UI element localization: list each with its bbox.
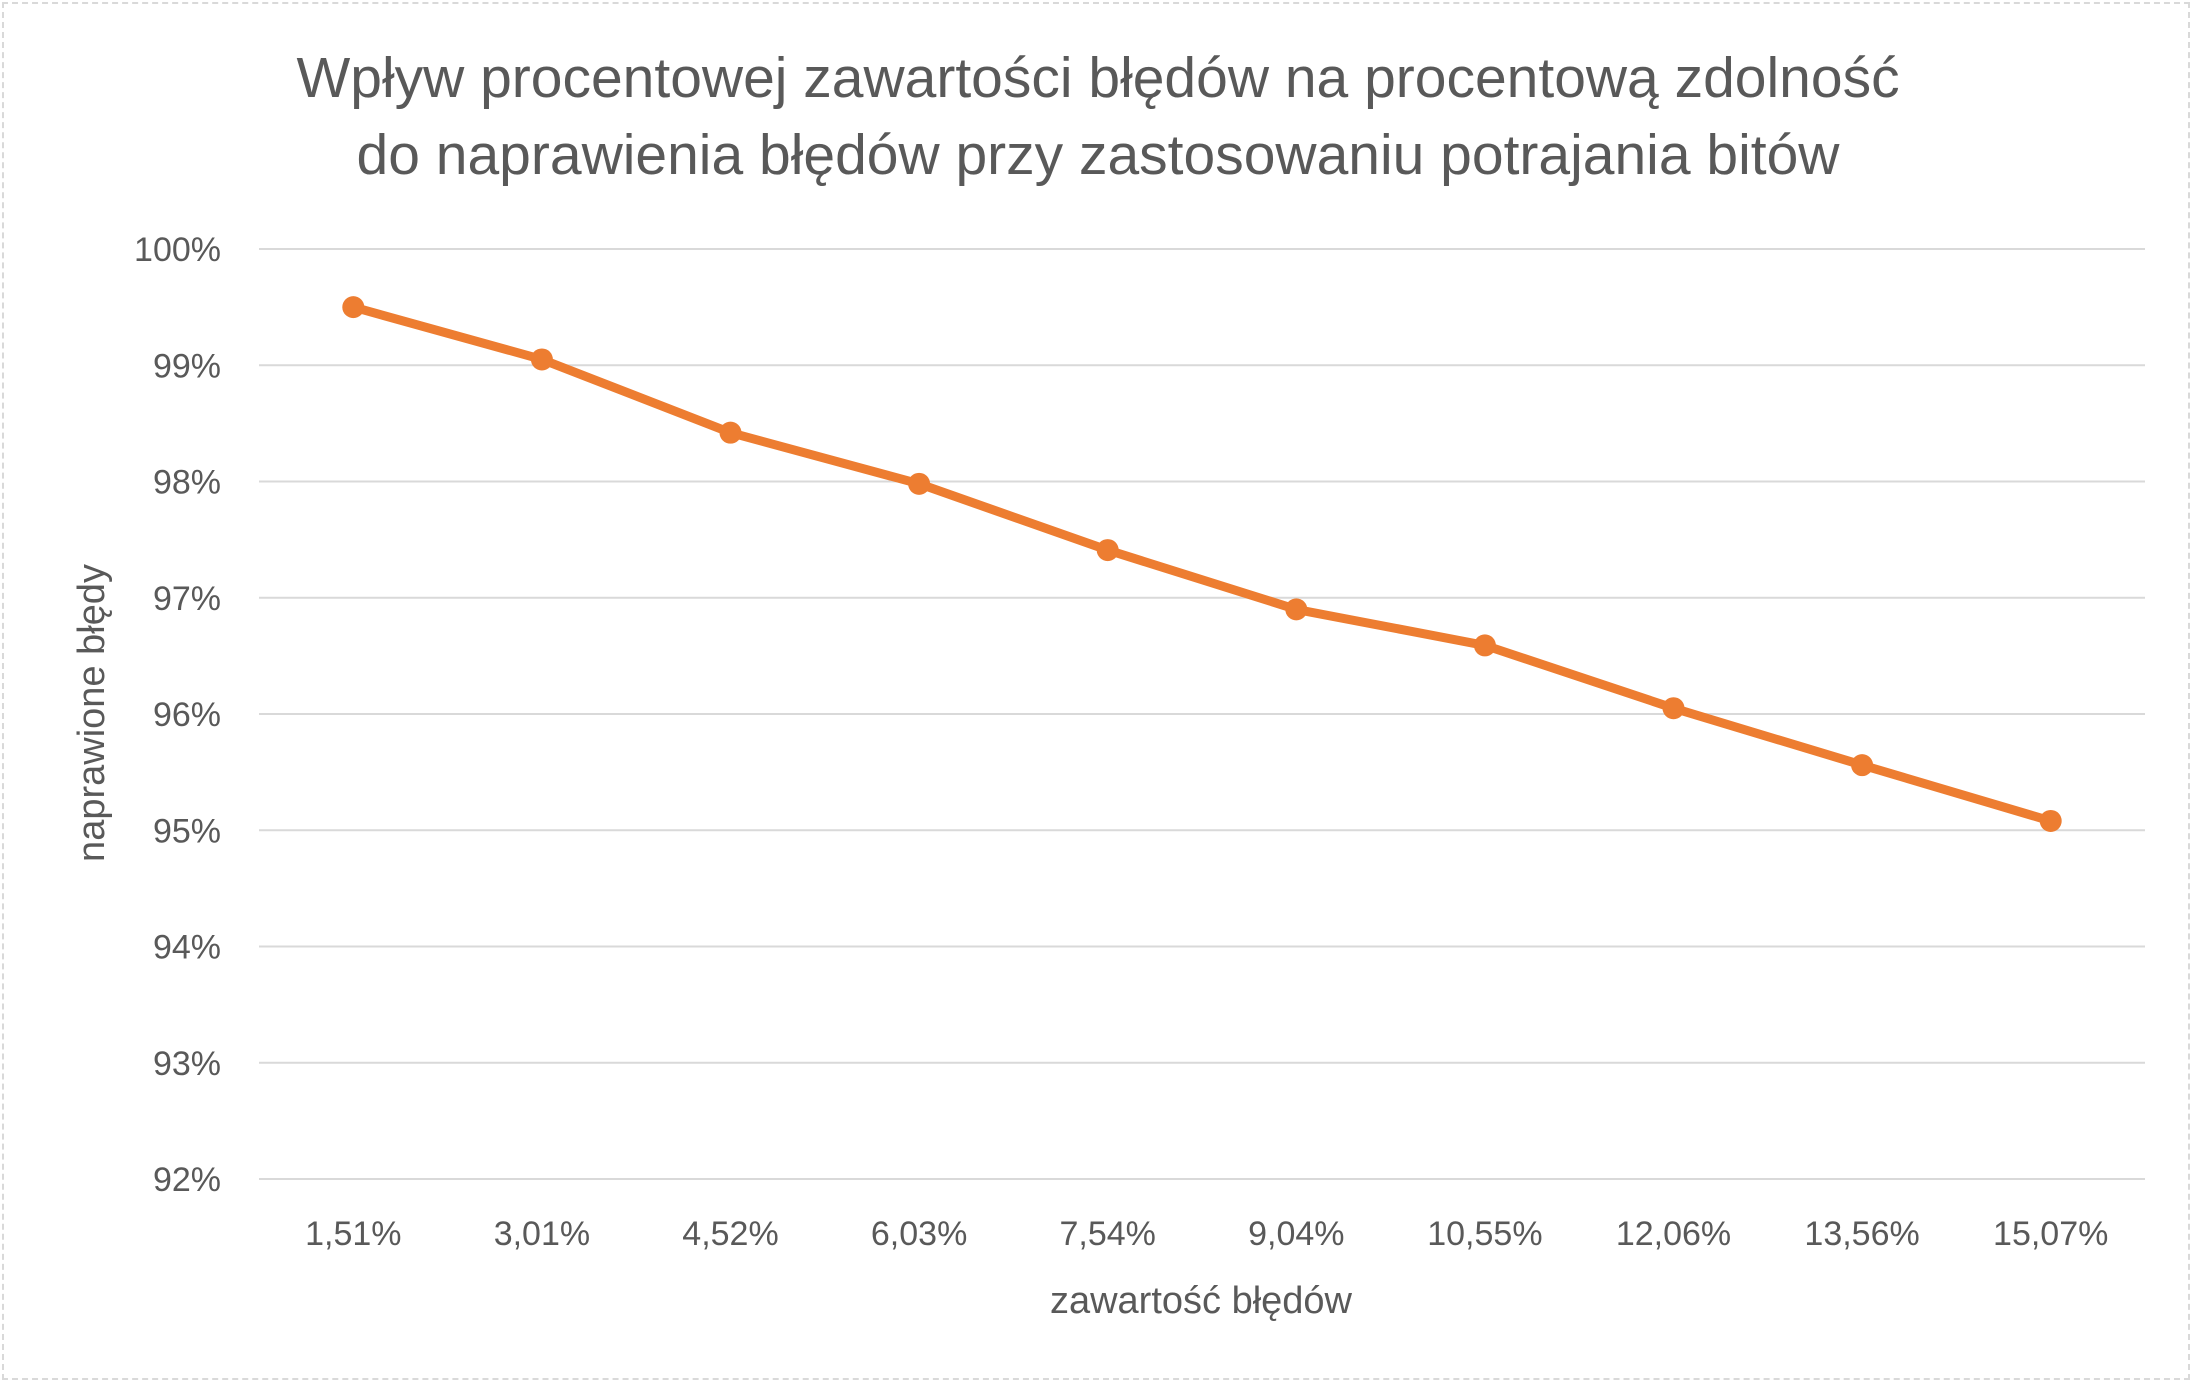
y-tick-label: 94%: [153, 929, 221, 967]
series: [342, 296, 2062, 832]
data-point: [1285, 598, 1308, 621]
y-tick-label: 93%: [153, 1045, 221, 1083]
x-tick-label: 9,04%: [1248, 1215, 1344, 1253]
y-axis-tick-labels: 92% 93% 94% 95% 96% 97% 98% 99% 100%: [134, 231, 221, 1199]
series-line: [348, 302, 2056, 826]
y-tick-label: 99%: [153, 347, 221, 385]
y-tick-label: 97%: [153, 580, 221, 618]
x-tick-label: 7,54%: [1059, 1215, 1155, 1253]
data-point: [1096, 539, 1119, 562]
data-point: [1473, 634, 1496, 657]
x-tick-label: 6,03%: [871, 1215, 967, 1253]
gridlines: [259, 248, 2145, 1180]
y-axis-label: naprawione błędy: [71, 564, 113, 862]
y-tick-label: 100%: [134, 231, 221, 269]
chart-title: Wpływ procentowej zawartości błędów na p…: [296, 46, 1899, 187]
data-point: [719, 421, 742, 444]
x-tick-label: 13,56%: [1804, 1215, 1919, 1253]
y-tick-label: 98%: [153, 464, 221, 502]
data-point: [2039, 809, 2062, 832]
data-point: [1851, 754, 1874, 777]
x-tick-label: 15,07%: [1993, 1215, 2108, 1253]
x-tick-label: 3,01%: [494, 1215, 590, 1253]
data-point: [342, 296, 365, 319]
x-tick-label: 12,06%: [1616, 1215, 1731, 1253]
chart-title-line-1: Wpływ procentowej zawartości błędów na p…: [296, 46, 1899, 110]
data-point: [530, 348, 553, 371]
y-tick-label: 96%: [153, 696, 221, 734]
x-axis-tick-labels: 1,51% 3,01% 4,52% 6,03% 7,54% 9,04% 10,55% 12,0…: [305, 1215, 2108, 1253]
x-tick-label: 4,52%: [682, 1215, 778, 1253]
y-tick-label: 92%: [153, 1161, 221, 1199]
x-tick-label: 10,55%: [1427, 1215, 1542, 1253]
data-point: [908, 472, 931, 495]
x-axis-label: zawartość błędów: [1050, 1280, 1353, 1322]
y-tick-label: 95%: [153, 812, 221, 850]
chart-title-line-2: do naprawienia błędów przy zastosowaniu …: [357, 123, 1841, 187]
data-point: [1662, 697, 1685, 720]
x-tick-label: 1,51%: [305, 1215, 401, 1253]
